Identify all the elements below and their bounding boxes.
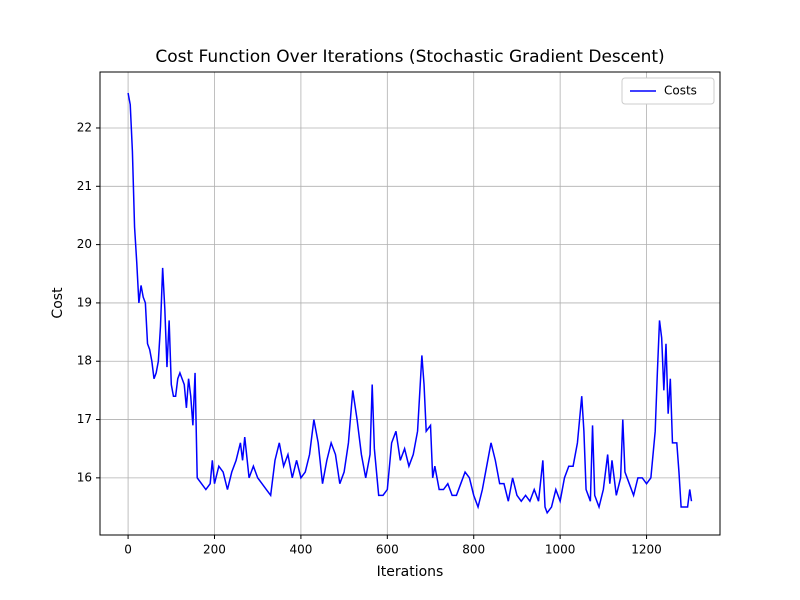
y-tick-label: 18 <box>77 354 92 368</box>
x-tick-label: 1000 <box>545 543 576 557</box>
y-tick-label: 17 <box>77 412 92 426</box>
line <box>127 92 693 515</box>
plot-frame <box>99 71 721 536</box>
chart-title: Cost Function Over Iterations (Stochasti… <box>155 47 664 67</box>
y-axis-label: Cost <box>50 287 66 319</box>
x-tick-label: 200 <box>203 543 226 557</box>
y-tick-label: 22 <box>77 120 92 134</box>
x-tick-label: 400 <box>289 543 312 557</box>
y-tick-label: 20 <box>77 237 92 251</box>
y-tick-label: 19 <box>77 295 92 309</box>
y-tick-label: 21 <box>77 179 92 193</box>
x-tick-label: 0 <box>124 543 132 557</box>
x-axis-label: Iterations <box>377 564 444 580</box>
legend-label: Costs <box>664 84 697 98</box>
x-tick-label: 800 <box>462 543 485 557</box>
x-tick-label: 1200 <box>631 543 662 557</box>
y-tick-label: 16 <box>77 470 92 484</box>
legend-box <box>621 77 715 105</box>
x-tick-label: 600 <box>376 543 399 557</box>
